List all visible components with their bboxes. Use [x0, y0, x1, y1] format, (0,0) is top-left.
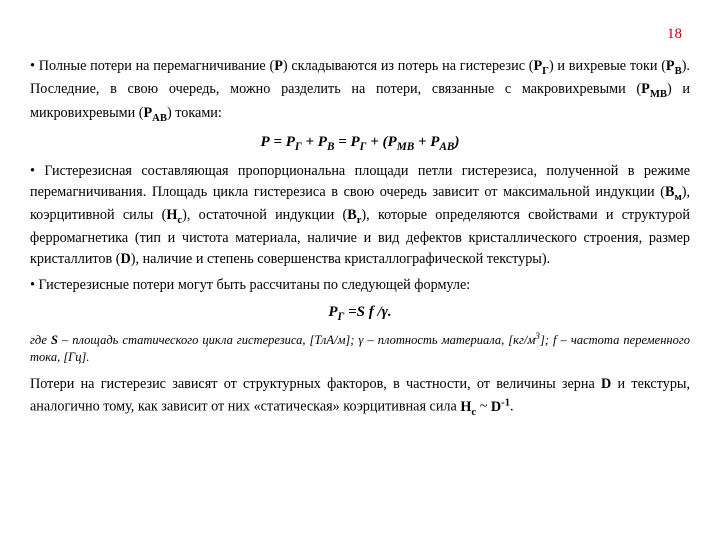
- page: 18 • Полные потери на перемагничивание (…: [0, 0, 720, 540]
- formula-1: Р = РГ + РВ = РГ + (РМВ + РАВ): [30, 132, 690, 155]
- paragraph-2: • Гистерезисная составляющая пропорциона…: [30, 161, 690, 269]
- page-number: 18: [667, 26, 682, 43]
- paragraph-1: • Полные потери на перемагничивание (Р) …: [30, 56, 690, 126]
- formula-2: РГ =S f /γ.: [30, 302, 690, 325]
- definition-note: где S – площадь статического цикла гисте…: [30, 331, 690, 366]
- paragraph-4: Потери на гистерезис зависят от структур…: [30, 374, 690, 420]
- paragraph-3: • Гистерезисные потери могут быть рассчи…: [30, 275, 690, 296]
